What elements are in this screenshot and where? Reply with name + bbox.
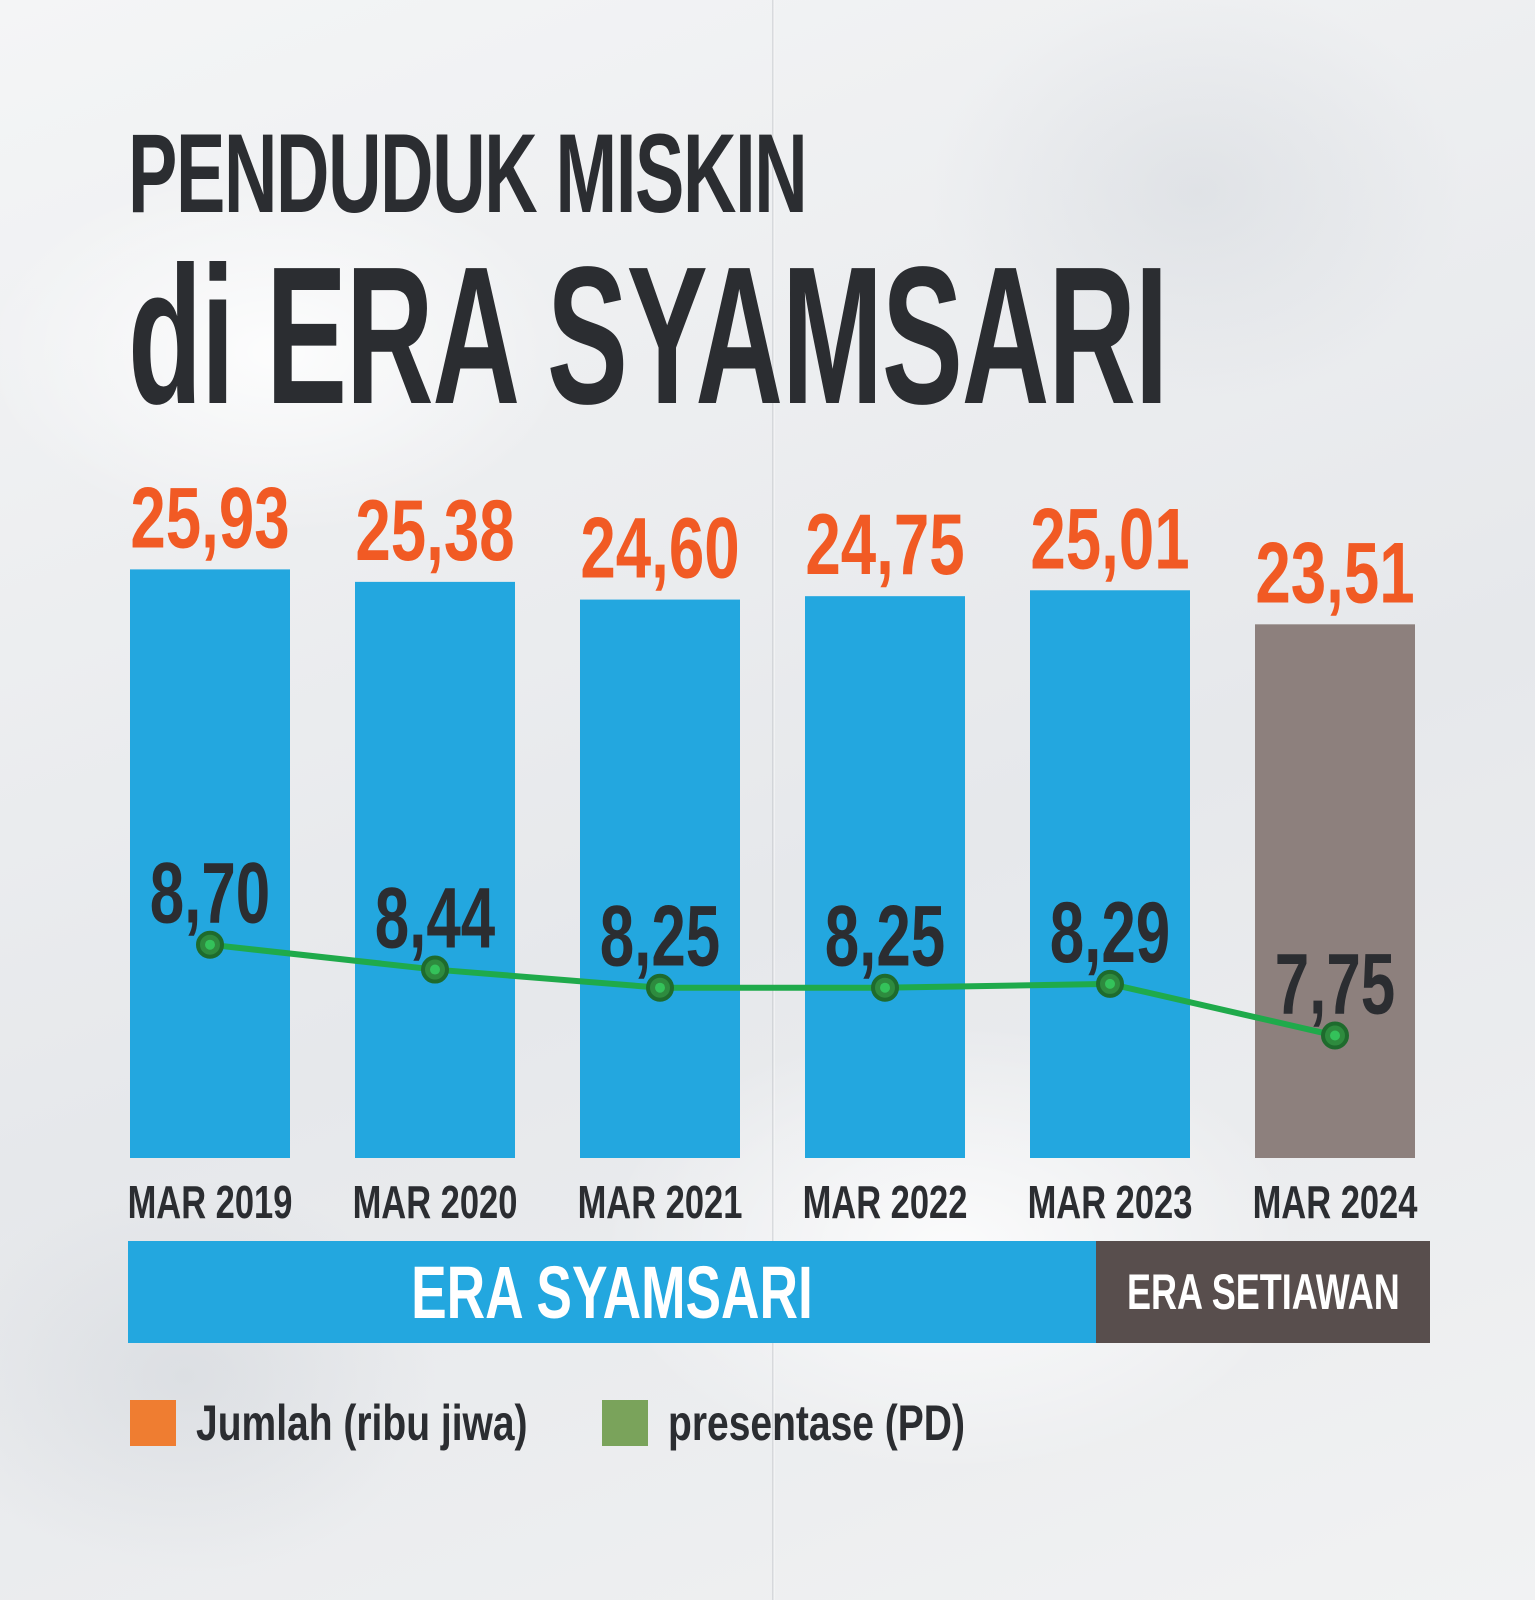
x-tick-label: MAR 2020 [353,1176,518,1228]
bar-value-label: 25,01 [1030,492,1189,587]
x-tick-label: MAR 2022 [803,1176,968,1228]
bar-value-label: 25,38 [355,484,514,579]
paper-fold-line [772,0,775,1600]
legend-label: Jumlah (ribu jiwa) [196,1395,528,1451]
line-point-center [880,982,890,993]
line-point-center [430,964,440,975]
bar [355,581,515,1158]
line-value-label: 8,70 [150,845,271,941]
line-value-label: 8,25 [600,888,721,984]
bar-value-label: 24,75 [805,498,964,593]
bar [805,596,965,1158]
x-tick-label: MAR 2019 [128,1176,293,1228]
bar-value-label: 25,93 [130,471,289,566]
bar [1255,624,1415,1158]
line-point-center [655,982,665,993]
x-tick-label: MAR 2021 [578,1176,743,1228]
legend-swatch-green [602,1400,648,1446]
era-band-label: ERA SYAMSARI [411,1250,813,1334]
series-line-presentase [207,941,1338,1039]
era-band-syamsari: ERA SYAMSARI [128,1241,1096,1343]
era-band-setiawan: ERA SETIAWAN [1096,1241,1430,1343]
line-value-label: 8,25 [825,888,946,984]
legend-swatch-orange [130,1400,176,1446]
chart-title-line2: di ERA SYAMSARI [128,226,1168,445]
chart-title-line1: PENDUDUK MISKIN [128,111,808,236]
bar [1030,590,1190,1158]
bar-value-label: 24,60 [580,501,739,596]
line-value-label: 7,75 [1275,935,1396,1031]
x-tick-label: MAR 2023 [1028,1176,1193,1228]
bar [580,599,740,1158]
line-point-center [1105,978,1115,989]
legend-label: presentase (PD) [668,1395,965,1451]
era-band-label: ERA SETIAWAN [1126,1264,1400,1320]
bar-value-label: 23,51 [1255,526,1414,621]
x-tick-label: MAR 2024 [1253,1176,1418,1228]
bar [130,569,290,1158]
legend-item-jumlah: Jumlah (ribu jiwa) [130,1395,621,1451]
line-point-center [1330,1030,1340,1041]
line-point-center [205,939,215,950]
legend-item-presentase: presentase (PD) [602,1395,1049,1451]
line-value-label: 8,29 [1050,884,1171,980]
line-value-label: 8,44 [375,870,496,966]
